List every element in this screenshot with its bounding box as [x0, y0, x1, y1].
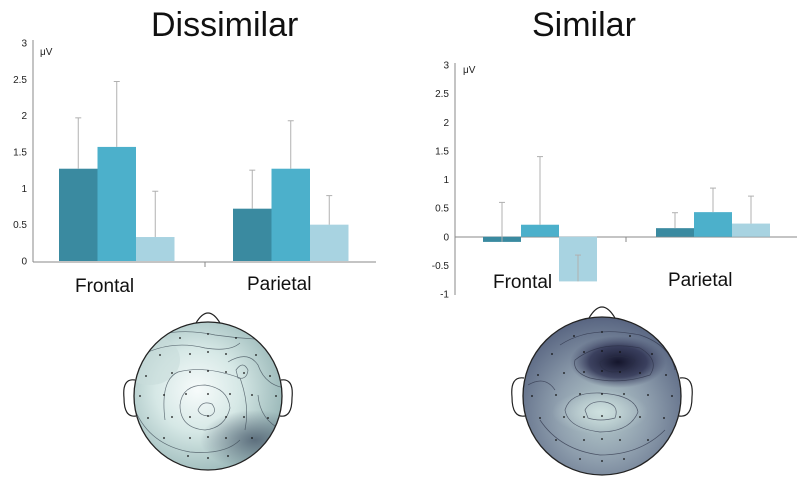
- left-ear: [123, 379, 137, 417]
- dissimilar-scalp-map: [123, 312, 293, 471]
- dissimilar-y-tick-label: 3: [21, 39, 27, 50]
- similar-category-frontal: Frontal: [493, 272, 552, 293]
- similar-y-tick-label: -0.5: [432, 261, 450, 272]
- dissimilar-bar: [233, 208, 272, 261]
- similar-bar: [732, 223, 770, 237]
- dissimilar-category-frontal: Frontal: [75, 276, 134, 297]
- dissimilar-y-tick-label: 0: [21, 257, 27, 268]
- similar-y-tick-label: 0.5: [435, 204, 449, 215]
- dissimilar-bar: [271, 168, 310, 261]
- similar-bar: [521, 224, 559, 237]
- similar-y-tick-label: 1: [443, 175, 449, 186]
- similar-category-parietal: Parietal: [668, 270, 732, 291]
- right-ear: [678, 377, 693, 417]
- dissimilar-y-tick-label: 1: [21, 184, 27, 195]
- dissimilar-bar: [59, 168, 98, 261]
- similar-title: Similar: [532, 6, 636, 44]
- dissimilar-bar-chart: μV 0 0.5 1 1.5 2 2.5 3 Frontal Parietal: [13, 39, 376, 297]
- similar-y-tick-label: 2: [443, 118, 449, 129]
- right-ear: [279, 379, 293, 417]
- nose: [588, 306, 616, 319]
- similar-head-outline: [522, 316, 682, 476]
- dissimilar-y-tick-label: 0.5: [13, 220, 27, 231]
- dissimilar-bar: [136, 237, 175, 261]
- similar-y-tick-label: 0: [443, 232, 449, 243]
- similar-y-tick-label: -1: [440, 290, 449, 301]
- dissimilar-unit-label: μV: [40, 47, 53, 58]
- dissimilar-bar: [310, 224, 349, 261]
- left-ear: [511, 377, 526, 417]
- similar-y-tick-label: 2.5: [435, 89, 449, 100]
- similar-y-tick-label: 3: [443, 61, 449, 72]
- dissimilar-head-outline: [133, 321, 283, 471]
- similar-scalp-map: [511, 306, 693, 476]
- similar-y-tick-label: 1.5: [435, 146, 449, 157]
- similar-bar: [656, 228, 694, 237]
- dissimilar-category-parietal: Parietal: [247, 274, 311, 295]
- nose: [195, 312, 221, 324]
- similar-bar: [694, 212, 732, 237]
- similar-unit-label: μV: [463, 65, 476, 76]
- dissimilar-bar: [97, 146, 136, 261]
- dissimilar-title: Dissimilar: [151, 6, 299, 44]
- dissimilar-y-tick-label: 2: [21, 111, 27, 122]
- dissimilar-y-tick-label: 2.5: [13, 75, 27, 86]
- dissimilar-y-tick-label: 1.5: [13, 148, 27, 159]
- similar-bar-chart: μV -1 -0.5 0 0.5 1 1.5 2 2.5 3 Frontal Parietal: [432, 61, 797, 301]
